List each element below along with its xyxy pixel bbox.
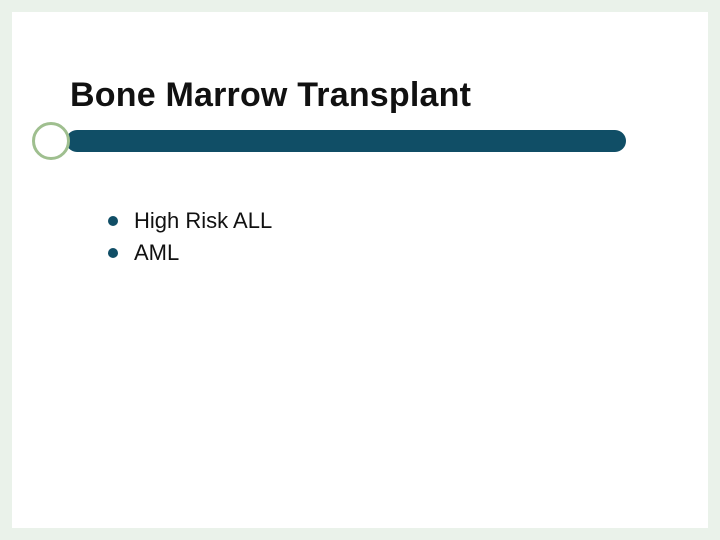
bullet-list: High Risk ALL AML: [108, 208, 272, 272]
bullet-text: High Risk ALL: [134, 208, 272, 234]
accent-circle-icon: [32, 122, 70, 160]
list-item: High Risk ALL: [108, 208, 272, 234]
bullet-icon: [108, 216, 118, 226]
bullet-icon: [108, 248, 118, 258]
slide-canvas: Bone Marrow Transplant High Risk ALL AML: [12, 12, 708, 528]
title-underline-bar: [66, 130, 626, 152]
slide-title: Bone Marrow Transplant: [70, 76, 471, 115]
bullet-text: AML: [134, 240, 179, 266]
list-item: AML: [108, 240, 272, 266]
